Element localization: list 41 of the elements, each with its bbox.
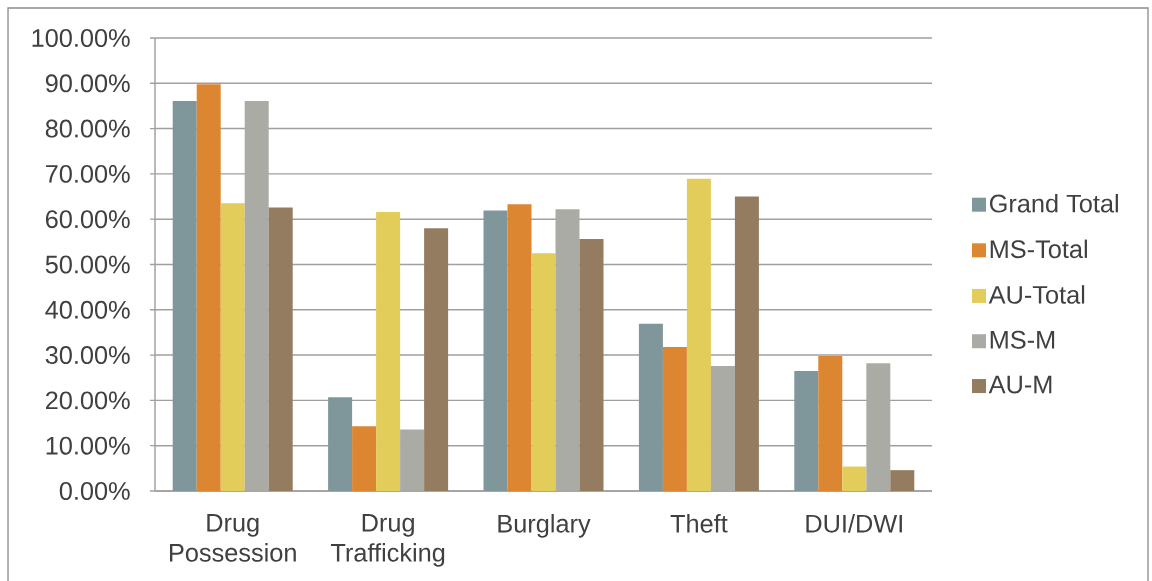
x-tick-label: Drug Trafficking: [330, 514, 445, 567]
x-tick-label: Drug Possession: [170, 514, 296, 562]
bar: [842, 466, 867, 491]
bar: [579, 239, 604, 491]
y-tick-label: 80.00%: [45, 119, 130, 138]
bar: [507, 204, 532, 491]
bar: [818, 355, 843, 491]
x-tick-label: Burglary: [498, 514, 591, 538]
legend-label: Grand Total: [989, 193, 1118, 213]
y-tick-label: 90.00%: [45, 74, 130, 93]
bar: [483, 210, 508, 491]
x-tick-label: DUI/DWI: [806, 514, 902, 533]
bar: [794, 370, 819, 491]
y-tick-label: 0.00%: [59, 482, 130, 500]
y-tick-label: 30.00%: [45, 346, 130, 365]
bar: [352, 426, 377, 491]
y-tick-label: 50.00%: [45, 255, 130, 274]
legend-label: MS-Total: [990, 239, 1087, 259]
bar: [196, 84, 221, 491]
bar: [734, 196, 759, 491]
x-tick-label: Theft: [670, 514, 728, 533]
bar: [686, 178, 711, 491]
bar: [268, 207, 293, 491]
legend-label: AU-M: [988, 375, 1052, 394]
y-tick-label: 20.00%: [45, 391, 130, 410]
y-tick-label: 70.00%: [46, 164, 130, 183]
legend-label: AU-Total: [988, 285, 1085, 304]
bar: [638, 323, 663, 491]
bar: [662, 346, 687, 491]
bar: [531, 253, 556, 491]
y-tick-label: 100.00%: [32, 29, 130, 47]
bar: [328, 397, 353, 491]
y-tick-label: 60.00%: [45, 210, 130, 229]
legend-label: MS-M: [990, 330, 1055, 349]
bar: [220, 203, 245, 491]
bar: [172, 100, 197, 491]
bar: [890, 470, 915, 491]
y-tick-label: 40.00%: [45, 300, 130, 319]
bar: [424, 228, 449, 491]
bar: [376, 211, 401, 491]
y-tick-label: 10.00%: [46, 436, 130, 455]
